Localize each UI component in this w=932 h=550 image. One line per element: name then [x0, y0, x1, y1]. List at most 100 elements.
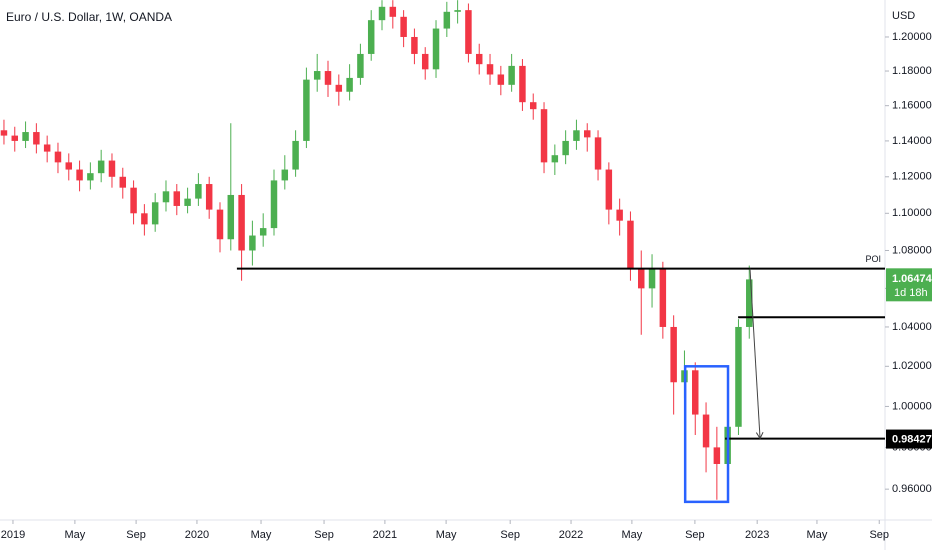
candle-body	[746, 279, 753, 327]
candle-body	[22, 132, 29, 141]
candle-body	[638, 269, 645, 289]
x-tick-label: Sep	[869, 529, 889, 541]
candle-body	[205, 184, 213, 210]
candle-body	[249, 235, 256, 251]
candle-body	[303, 79, 310, 141]
candle-body	[119, 176, 127, 188]
candle-body	[259, 228, 267, 236]
candle-body	[594, 137, 602, 170]
x-tick-label: Sep	[685, 529, 705, 541]
candle-body	[519, 65, 526, 103]
candle-body	[281, 169, 289, 181]
candle-body	[735, 326, 742, 427]
candle-body	[529, 102, 537, 110]
candle-body	[659, 269, 667, 327]
candle-body	[141, 213, 148, 225]
chart-title: Euro / U.S. Dollar, 1W, OANDA	[6, 10, 172, 24]
y-tick-label: 0.96000	[892, 483, 932, 495]
candle-body	[324, 71, 332, 85]
candle-body	[54, 151, 62, 163]
candle-body	[270, 180, 278, 229]
range-box	[683, 365, 730, 504]
candle-body	[432, 28, 440, 70]
y-tick-label: 1.10000	[892, 207, 932, 219]
candle-body	[616, 209, 623, 221]
x-tick-label: May	[251, 529, 272, 541]
y-tick-label: 1.14000	[892, 135, 932, 147]
x-tick-label: May	[64, 529, 85, 541]
candle-body	[184, 198, 191, 206]
candle-body	[692, 370, 699, 415]
y-tick-label: 1.16000	[892, 100, 932, 112]
candle-body	[454, 10, 461, 12]
candle-body	[562, 140, 569, 156]
candle-body	[605, 169, 613, 210]
candle-body	[583, 130, 591, 138]
candle-body	[130, 187, 137, 214]
y-tick-label: 1.12000	[892, 171, 932, 183]
candle-body	[0, 130, 8, 136]
target-price-label: 0.98427	[892, 433, 932, 445]
candle-body	[11, 135, 19, 141]
candle-body	[151, 202, 159, 225]
candle-body	[335, 84, 343, 92]
candle-body	[65, 162, 73, 170]
candle-body	[346, 77, 353, 92]
candle-body	[357, 53, 364, 78]
arrow-head	[755, 431, 764, 440]
candle-body	[108, 160, 116, 177]
target-price-badge	[886, 429, 932, 449]
candle-body	[411, 36, 418, 54]
candle-body	[670, 326, 677, 383]
candle-body	[627, 220, 634, 270]
candle-body	[33, 132, 40, 145]
candle-body	[292, 140, 299, 170]
candle-body	[97, 160, 105, 174]
candle-body	[389, 6, 397, 17]
last-price-badge	[886, 268, 932, 302]
candle-body	[573, 130, 580, 141]
candle-body	[378, 6, 386, 21]
candle-body	[475, 53, 483, 65]
x-tick-label: 2021	[373, 529, 397, 541]
candle-body	[421, 53, 429, 70]
candle-body	[162, 191, 170, 203]
x-tick-label: May	[436, 529, 457, 541]
candle-body	[173, 191, 181, 206]
y-tick-label: 1.00000	[892, 400, 932, 412]
x-tick-label: May	[807, 529, 828, 541]
y-tick-label: 1.04000	[892, 321, 932, 333]
candle-body	[400, 16, 407, 37]
candle-body	[508, 65, 515, 85]
y-tick-label: 1.18000	[892, 65, 932, 77]
candle-body	[486, 64, 494, 75]
x-tick-label: 2020	[185, 529, 209, 541]
candle-body	[367, 20, 375, 54]
candle-body	[713, 447, 721, 464]
candle-body	[497, 74, 505, 85]
candle-body	[43, 144, 51, 152]
y-axis-label: USD	[892, 10, 915, 22]
y-tick-label: 1.02000	[892, 360, 932, 372]
x-tick-label: Sep	[500, 529, 520, 541]
x-tick-label: Sep	[126, 529, 146, 541]
candle-body	[216, 209, 224, 240]
candle-body	[87, 173, 94, 181]
candle-body	[540, 109, 548, 163]
x-tick-label: 2019	[1, 529, 25, 541]
x-tick-label: Sep	[314, 529, 334, 541]
y-tick-label: 1.08000	[892, 244, 932, 256]
level-label: POI	[865, 254, 881, 264]
x-tick-label: 2022	[559, 529, 583, 541]
candle-body	[648, 269, 656, 289]
y-tick-label: 1.20000	[892, 31, 932, 43]
countdown-label: 1d 18h	[894, 287, 928, 299]
arrow-shaft	[749, 268, 761, 439]
candle-body	[443, 11, 451, 29]
candle-body	[551, 155, 559, 163]
last-price-label: 1.06474	[892, 273, 932, 285]
candle-body	[76, 169, 83, 181]
candle-body	[702, 414, 710, 448]
